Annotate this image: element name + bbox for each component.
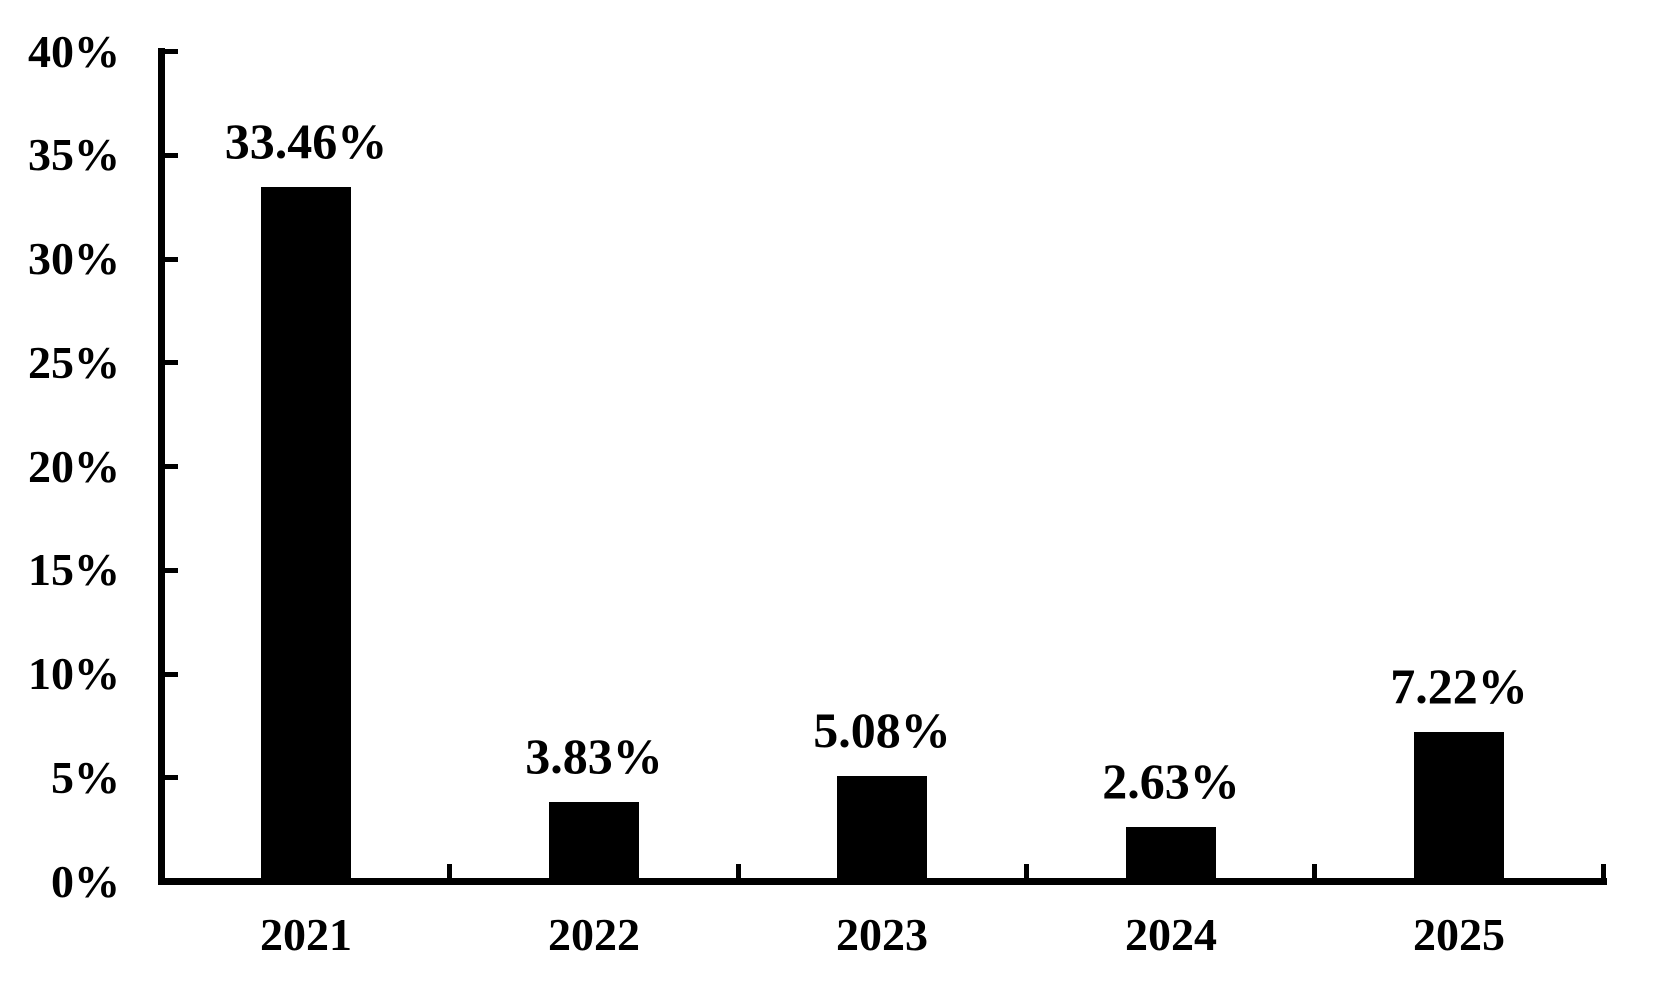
y-axis-tick-label: 35%: [28, 129, 120, 181]
x-axis-tick: [447, 864, 453, 878]
y-axis-tick-label: 10%: [28, 648, 120, 699]
bar-2025: [1414, 732, 1504, 883]
bar-2021: [261, 187, 351, 883]
x-axis-tick-label: 2025: [1413, 909, 1505, 960]
bar-2024: [1126, 827, 1216, 883]
y-axis-tick: [165, 567, 178, 573]
x-axis-tick: [1600, 864, 1606, 878]
y-axis-tick: [165, 152, 178, 158]
x-axis-tick-label: 2021: [260, 909, 352, 960]
y-axis-tick-label: 25%: [28, 336, 120, 388]
y-axis-tick: [165, 256, 178, 262]
x-axis-tick: [1312, 864, 1318, 878]
x-axis-tick: [735, 864, 741, 878]
bar-value-label: 3.83%: [525, 728, 663, 784]
y-axis-tick-label: 40%: [28, 25, 120, 77]
y-axis-tick: [165, 49, 178, 54]
bar-value-label: 2.63%: [1102, 753, 1240, 809]
y-axis-tick: [165, 775, 178, 781]
x-axis-tick-label: 2023: [836, 909, 928, 960]
x-axis-tick: [1023, 864, 1029, 878]
y-axis-tick: [165, 360, 178, 366]
x-axis-tick-label: 2022: [548, 909, 640, 960]
y-axis-tick-label: 0%: [51, 855, 120, 907]
bar-2022: [549, 802, 639, 883]
bar-2023: [837, 776, 927, 883]
x-axis-tick-label: 2024: [1125, 909, 1217, 960]
y-axis-tick-label: 20%: [28, 440, 120, 492]
bar-value-label: 5.08%: [813, 702, 951, 758]
y-axis-tick: [165, 464, 178, 469]
y-axis-tick-label: 5%: [51, 751, 120, 803]
bar-value-label: 33.46%: [224, 113, 388, 169]
y-axis-tick: [165, 671, 178, 677]
y-axis-tick-label: 30%: [28, 233, 120, 284]
bar-value-label: 7.22%: [1390, 658, 1528, 714]
y-axis-tick-label: 15%: [28, 544, 120, 596]
y-axis-line: [158, 48, 165, 885]
